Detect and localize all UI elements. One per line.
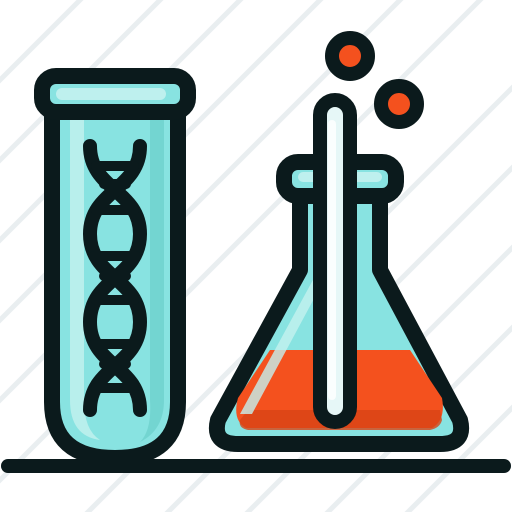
bubbles: [325, 31, 424, 129]
stirring-rod: [313, 93, 357, 429]
test-tube: [34, 68, 196, 466]
dna-helix-icon: [83, 139, 147, 417]
